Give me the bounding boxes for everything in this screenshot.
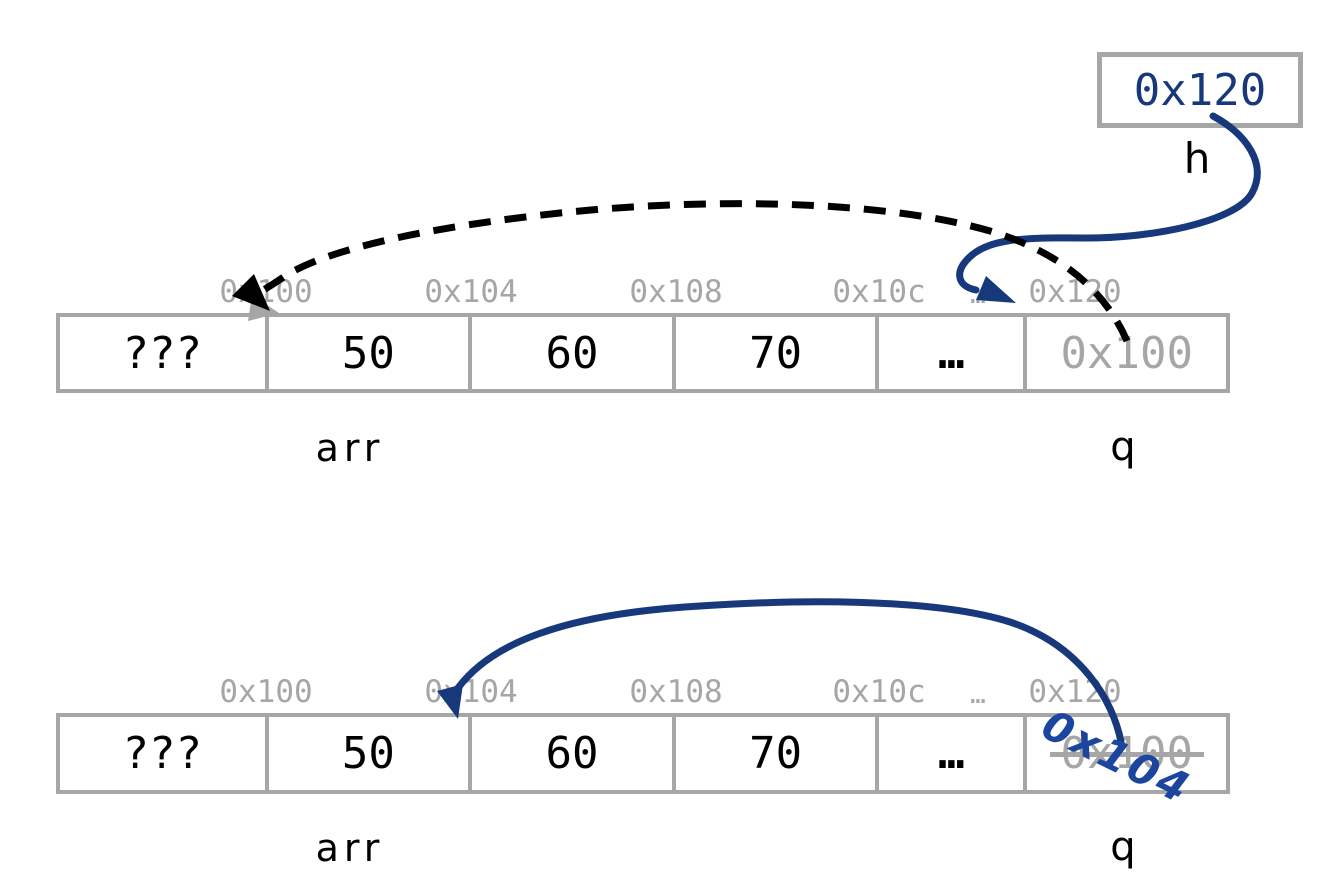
address-label-0x10c-b: 0x10c (832, 674, 926, 710)
h-pointer-arrow (956, 112, 1261, 294)
strikethrough-line (1050, 752, 1204, 757)
address-label-0x120: 0x120 (1028, 274, 1122, 310)
q-variable-label-b: q (1110, 824, 1136, 870)
memory-cell-header: ??? (60, 317, 269, 389)
address-label-0x108: 0x108 (629, 274, 723, 310)
address-label-0x100-b: 0x100 (219, 674, 313, 710)
address-ellipsis: … (970, 280, 986, 310)
memory-cell-70: 70 (676, 317, 880, 389)
address-label-0x10c: 0x10c (832, 274, 926, 310)
memory-cell-50-b: 50 (269, 717, 473, 790)
memory-cell-ellipsis-b: … (879, 717, 1028, 790)
memory-cell-60-b: 60 (472, 717, 676, 790)
memory-cell-q: 0x100 (1060, 327, 1193, 379)
arr-variable-label: arr (315, 426, 385, 470)
address-label-0x104: 0x104 (424, 274, 518, 310)
top-memory-array: ??? 50 60 70 … 0x100 (56, 313, 1230, 393)
address-label-0x100: 0x100 (219, 274, 313, 310)
memory-cell-50: 50 (269, 317, 473, 389)
memory-cell-60: 60 (472, 317, 676, 389)
q-variable-label: q (1110, 424, 1136, 470)
address-ellipsis-b: … (970, 680, 986, 710)
arr-variable-label-b: arr (315, 826, 385, 870)
h-pointer-value: 0x120 (1133, 64, 1267, 116)
h-variable-label: h (1183, 134, 1211, 183)
address-label-0x108-b: 0x108 (629, 674, 723, 710)
memory-cell-ellipsis: … (879, 317, 1028, 389)
address-label-0x104-b: 0x104 (424, 674, 518, 710)
h-pointer-box: 0x120 (1097, 52, 1303, 128)
address-label-0x120-b: 0x120 (1028, 674, 1122, 710)
memory-cell-70-b: 70 (676, 717, 880, 790)
memory-cell-header-b: ??? (60, 717, 269, 790)
